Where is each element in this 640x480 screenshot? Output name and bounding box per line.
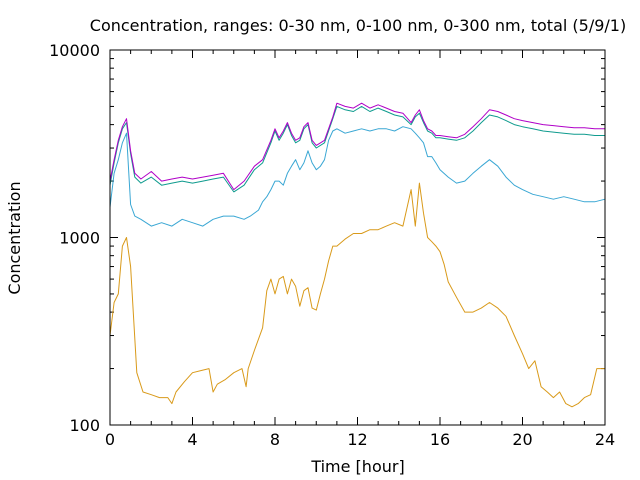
y-tick-label: 1000 bbox=[59, 229, 100, 248]
x-tick-label: 24 bbox=[595, 430, 615, 449]
chart-title: Concentration, ranges: 0-30 nm, 0-100 nm… bbox=[90, 16, 626, 35]
x-tick-label: 16 bbox=[430, 430, 450, 449]
y-axis-label: Concentration bbox=[5, 181, 24, 294]
y-tick-label: 10000 bbox=[49, 41, 100, 60]
axis-ticks: 0 4 8 12 16 20 24 100 1000 10000 bbox=[49, 41, 615, 449]
x-axis-label: Time [hour] bbox=[310, 457, 404, 476]
series-line-3 bbox=[109, 105, 605, 193]
x-tick-label: 12 bbox=[347, 430, 367, 449]
x-tick-label: 0 bbox=[105, 430, 115, 449]
x-tick-label: 20 bbox=[512, 430, 532, 449]
x-tick-label: 4 bbox=[187, 430, 197, 449]
y-tick-label: 100 bbox=[69, 416, 100, 435]
plot-frame bbox=[109, 49, 606, 426]
series-line-2 bbox=[109, 126, 606, 227]
series-line-4 bbox=[109, 102, 605, 191]
series-line-1 bbox=[109, 182, 605, 408]
x-tick-label: 8 bbox=[270, 430, 280, 449]
series-group bbox=[109, 102, 606, 408]
